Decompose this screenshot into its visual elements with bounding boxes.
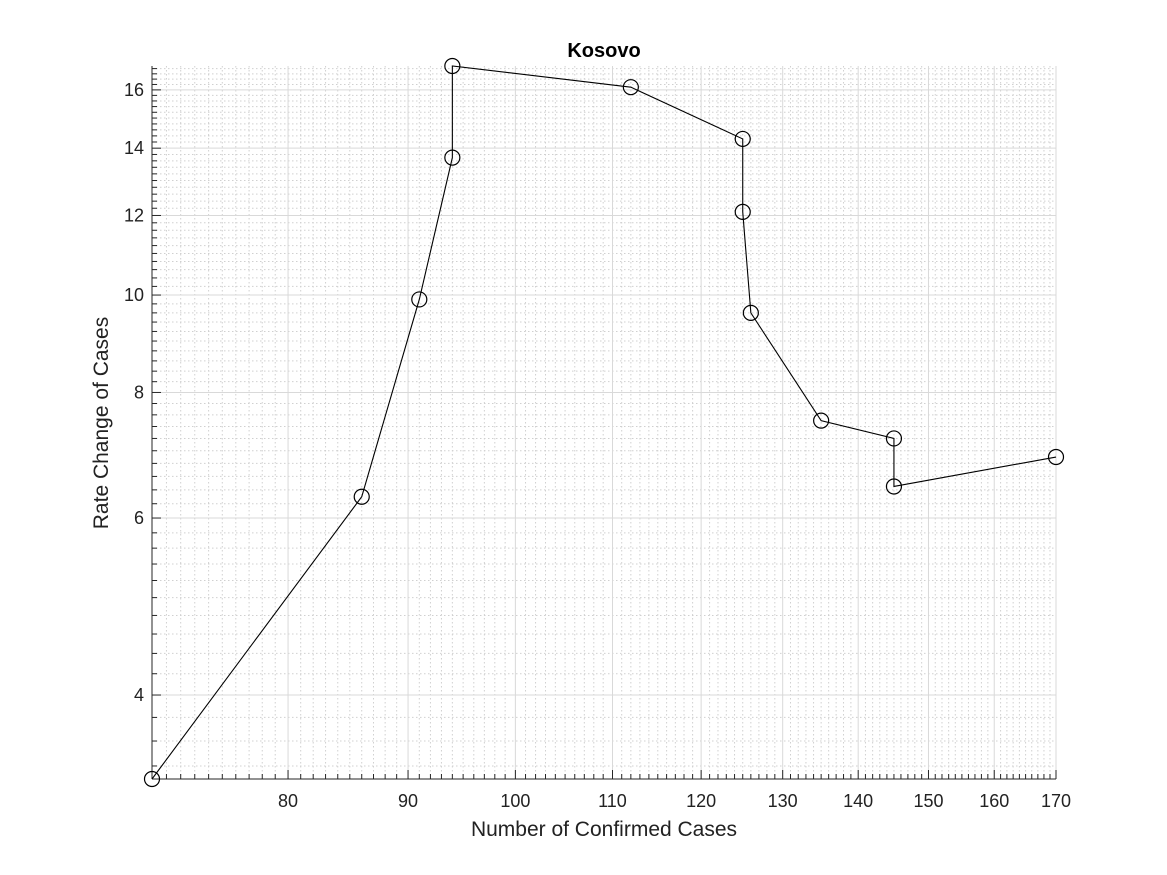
grid	[151, 66, 1057, 779]
x-tick-label: 120	[686, 791, 716, 811]
axes	[151, 66, 1056, 780]
data-point-marker	[885, 478, 903, 495]
x-tick-label: 150	[913, 791, 943, 811]
y-tick-label: 14	[124, 138, 144, 158]
data-point-marker	[742, 304, 759, 321]
data-point-marker	[444, 57, 461, 75]
data-point-marker	[444, 149, 461, 166]
y-tick-label: 12	[124, 205, 144, 225]
x-tick-label: 130	[768, 791, 798, 811]
y-tick-label: 4	[134, 685, 144, 705]
x-tick-label: 170	[1041, 791, 1071, 811]
x-tick-label: 80	[278, 791, 298, 811]
y-tick-label: 6	[134, 508, 144, 528]
series	[143, 57, 1065, 788]
data-point-marker	[143, 770, 161, 788]
data-point-marker	[411, 291, 428, 308]
data-point-marker	[734, 203, 751, 220]
x-tick-label: 90	[398, 791, 418, 811]
y-tick-label: 8	[134, 382, 144, 402]
chart-title: Kosovo	[567, 40, 640, 62]
y-tick-label: 10	[124, 285, 144, 305]
y-axis-label: Rate Change of Cases	[90, 317, 113, 529]
series-line	[151, 65, 1057, 780]
data-point-marker	[734, 130, 751, 148]
x-tick-label: 160	[979, 791, 1009, 811]
x-axis-label: Number of Confirmed Cases	[471, 818, 737, 841]
data-point-marker	[813, 412, 830, 429]
data-point-marker	[353, 488, 370, 505]
x-tick-label: 140	[843, 791, 873, 811]
data-point-marker	[1047, 448, 1065, 466]
data-point-marker	[885, 430, 903, 447]
y-tick-label: 16	[124, 80, 144, 100]
ticks: 80 90 100 110 120 130 140 150 160 170 4 6 8 10 12 14 16	[124, 68, 1071, 811]
x-tick-label: 100	[500, 791, 530, 811]
data-point-marker	[622, 79, 639, 96]
x-tick-label: 110	[598, 791, 627, 811]
